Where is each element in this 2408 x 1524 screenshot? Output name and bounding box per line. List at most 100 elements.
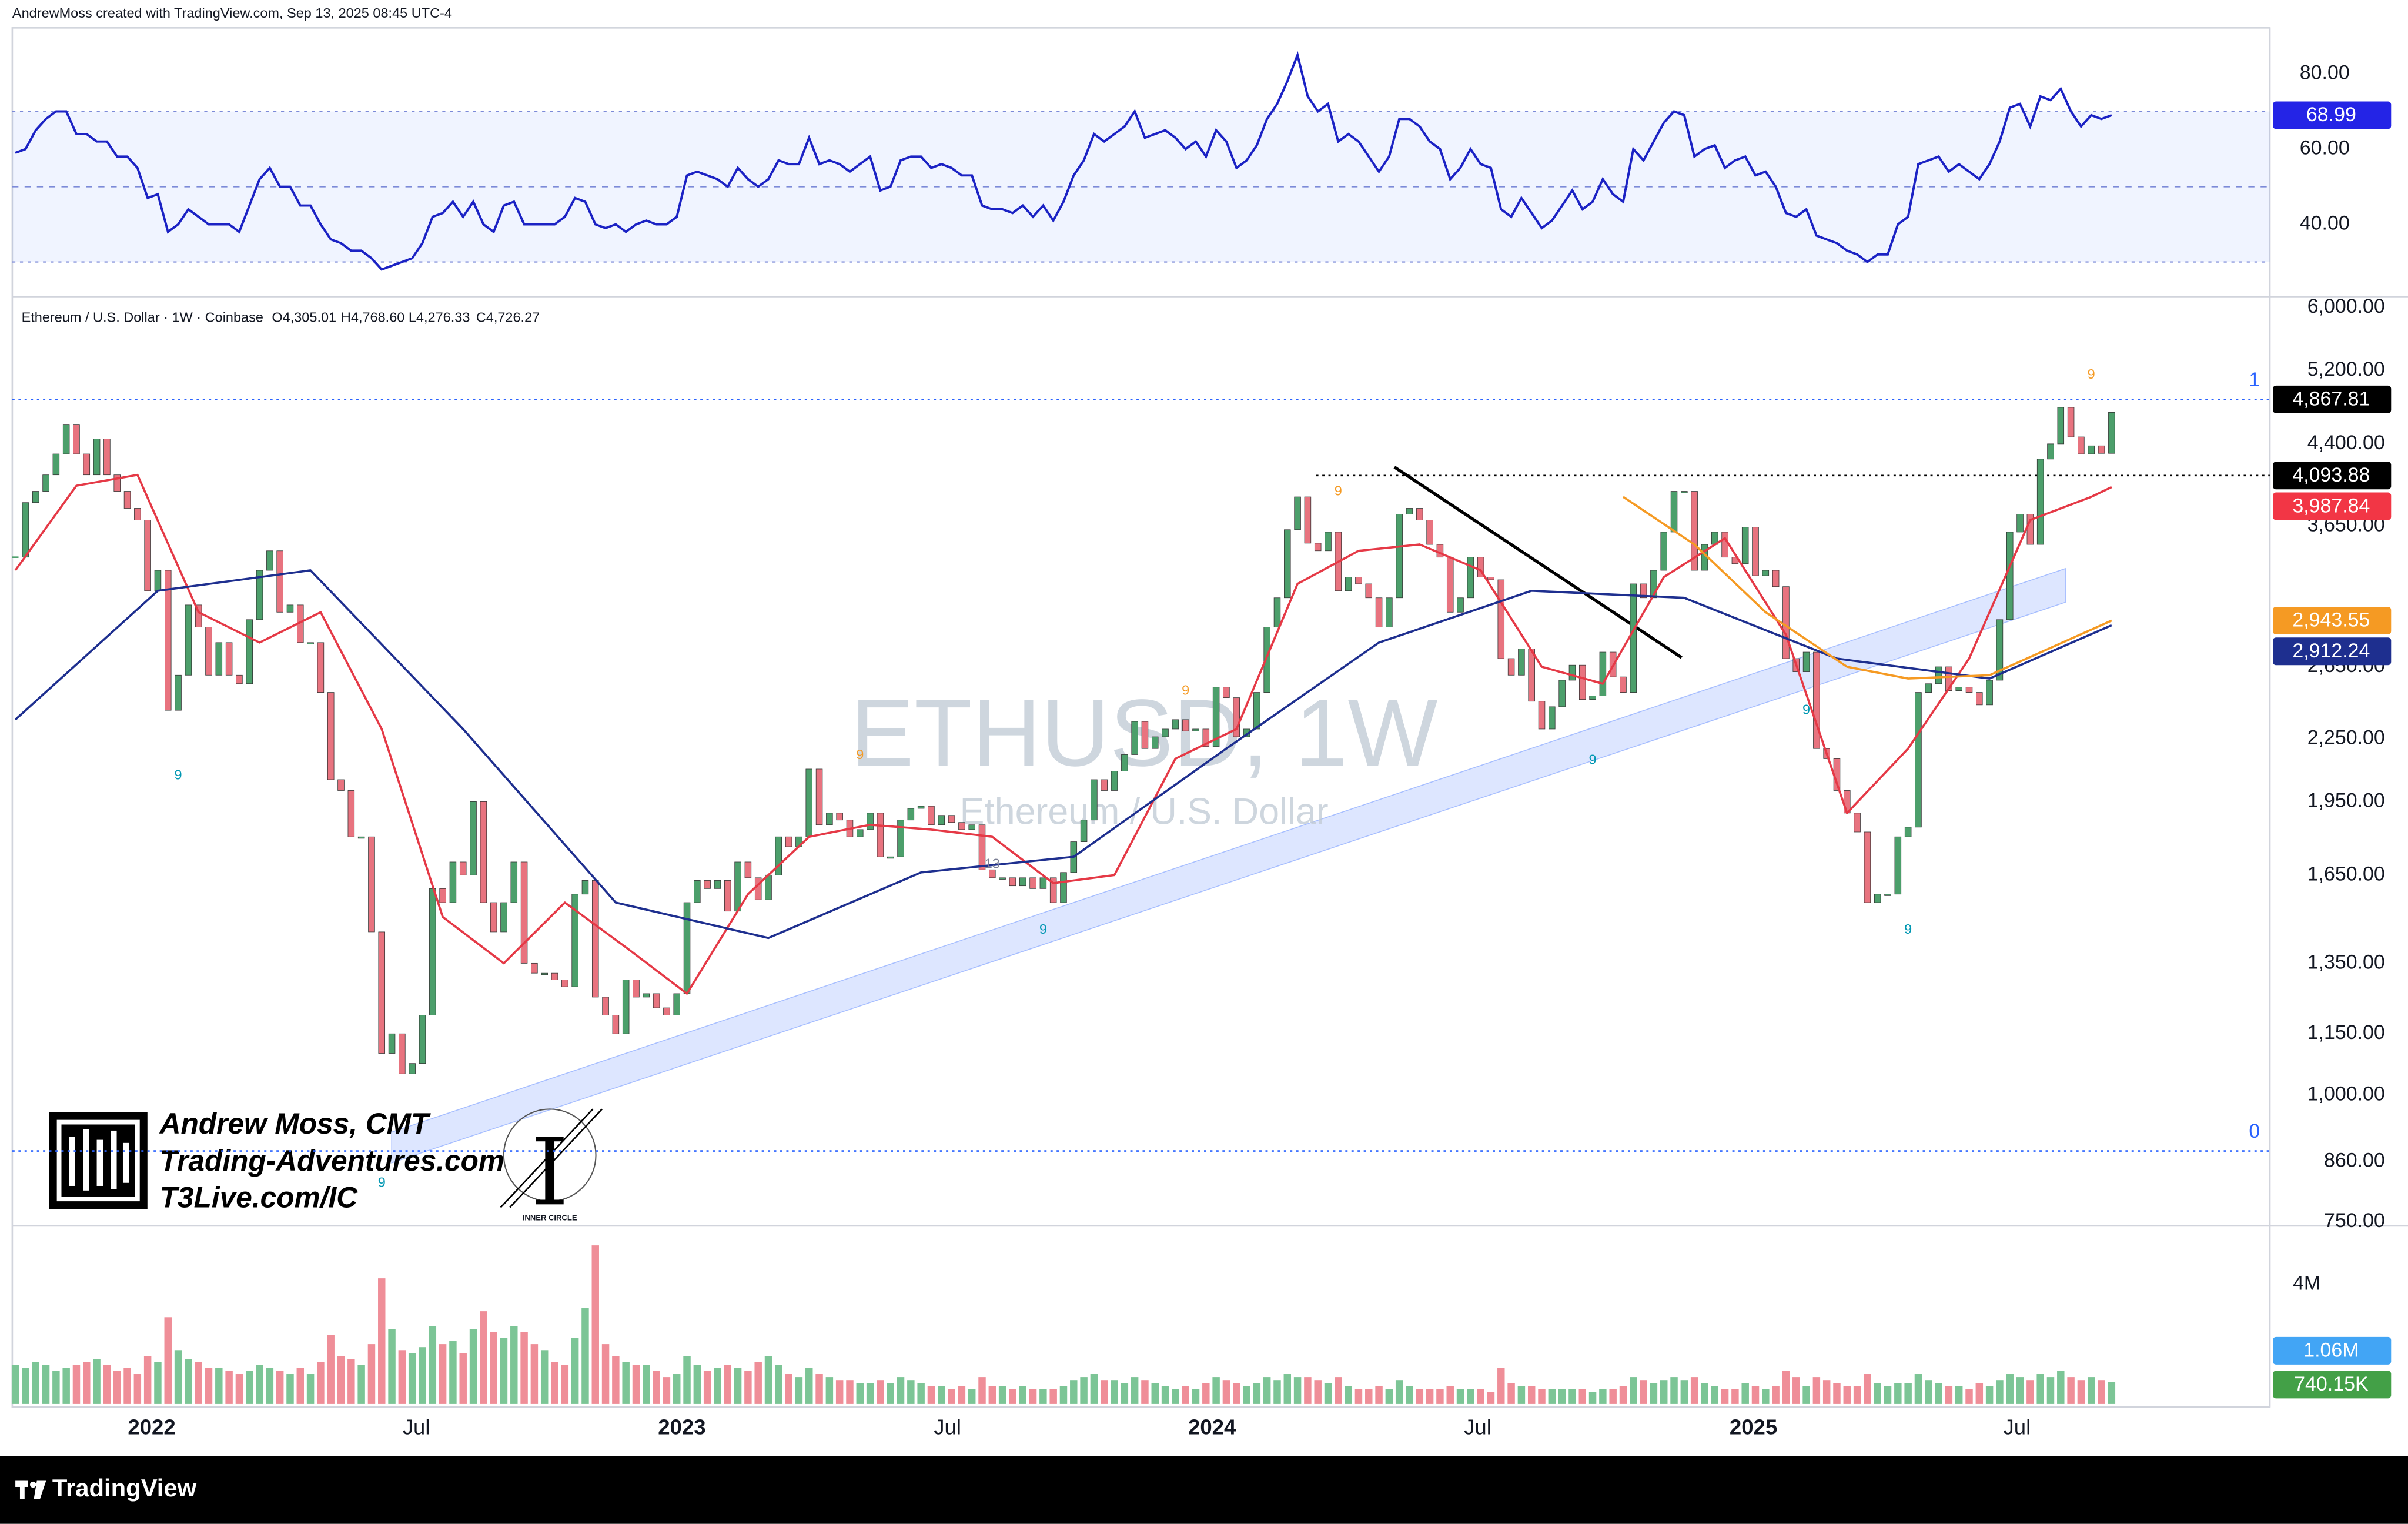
volume-tick-label: 4M (2293, 1272, 2320, 1294)
volume-bar (1100, 1380, 1108, 1404)
candle (62, 424, 70, 454)
volume-bar (1853, 1386, 1861, 1404)
candle (775, 836, 782, 875)
volume-bar (2098, 1380, 2105, 1404)
candle (602, 997, 609, 1015)
volume-bar (1009, 1389, 1016, 1404)
volume-value-label: 740.15K (2294, 1373, 2369, 1395)
price-value-label: 2,912.24 (2292, 640, 2370, 662)
price-tick-label: 4,400.00 (2307, 432, 2385, 454)
volume-bar (551, 1362, 558, 1404)
price-value-label: 3,987.84 (2292, 494, 2370, 517)
x-tick-label: 2023 (658, 1415, 705, 1439)
volume-bar (1436, 1389, 1444, 1404)
td-marker: 9 (2088, 366, 2095, 382)
x-tick-label: 2024 (1188, 1415, 1236, 1439)
volume-bar (225, 1371, 233, 1404)
volume-bar (520, 1332, 528, 1404)
volume-bar (938, 1386, 945, 1404)
price-tick-label: 1,150.00 (2307, 1021, 2385, 1044)
candle (449, 861, 457, 903)
candle (185, 604, 192, 676)
volume-bar (500, 1338, 508, 1404)
volume-bar (877, 1380, 884, 1404)
price-tick-label: 2,250.00 (2307, 726, 2385, 748)
volume-bar (1558, 1389, 1566, 1404)
volume-bar (1335, 1377, 1342, 1404)
candle (175, 674, 182, 711)
volume-bar (1731, 1389, 1739, 1404)
volume-bar (154, 1362, 162, 1404)
volume-bar (1812, 1377, 1821, 1404)
candle (307, 642, 314, 644)
volume-bar (1029, 1389, 1037, 1404)
volume-bar (907, 1380, 915, 1404)
candle (1578, 664, 1586, 700)
candle (1273, 597, 1281, 628)
volume-bar (2108, 1382, 2116, 1404)
volume-bar (540, 1350, 549, 1404)
td-marker: 13 (985, 856, 1000, 871)
candle (1426, 520, 1433, 545)
candle (826, 813, 833, 825)
candle (1457, 597, 1464, 613)
candle (1202, 728, 1210, 747)
candle (591, 880, 599, 998)
candle (1467, 557, 1474, 599)
footer-logo (15, 1480, 46, 1499)
candle (459, 861, 467, 875)
volume-bar (459, 1353, 467, 1404)
price-tick-label: 750.00 (2324, 1209, 2385, 1232)
candle (1172, 719, 1179, 730)
volume-bar (744, 1371, 752, 1404)
volume-bar (1864, 1374, 1871, 1404)
volume-bar (1741, 1383, 1749, 1404)
volume-bar (1202, 1383, 1210, 1404)
volume-bar (1925, 1380, 1932, 1404)
x-tick-label: Jul (2003, 1415, 2031, 1439)
volume-bar (754, 1362, 762, 1404)
volume-bar (1792, 1377, 1800, 1404)
candle (1650, 570, 1657, 599)
price-value-label-box (2273, 606, 2392, 634)
candle (643, 993, 650, 998)
volume-bar (1680, 1380, 1688, 1404)
price-tick-label: 1,650.00 (2307, 863, 2385, 885)
volume-bar (988, 1386, 996, 1404)
volume-bar (1894, 1383, 1902, 1404)
volume-bar (1904, 1383, 1912, 1404)
volume-bar (1527, 1386, 1536, 1404)
candle (1691, 491, 1698, 571)
volume-bar (185, 1359, 192, 1404)
volume-bar (408, 1353, 416, 1404)
volume-bar (530, 1344, 539, 1404)
volume-bar (1090, 1374, 1098, 1404)
volume-bar (1762, 1389, 1770, 1404)
candle (286, 604, 294, 613)
candle (1060, 872, 1067, 903)
candle (1986, 680, 1993, 706)
volume-bar (1660, 1380, 1668, 1404)
candle (205, 627, 212, 676)
volume-bar (1354, 1389, 1363, 1404)
candle (694, 880, 701, 903)
volume-bar (1955, 1386, 1963, 1404)
candle (724, 880, 731, 912)
candle (378, 931, 386, 1054)
branding-text: T3Live.com/IC (160, 1181, 359, 1214)
volume-bar (1314, 1380, 1322, 1404)
candle (134, 508, 141, 520)
x-tick-label: 2022 (128, 1415, 175, 1439)
volume-bar (256, 1365, 263, 1404)
candle (1396, 514, 1403, 599)
candle (113, 474, 121, 492)
candle (1294, 496, 1301, 530)
volume-bar (2006, 1374, 2014, 1404)
volume-bar (1141, 1380, 1149, 1404)
candle (1446, 557, 1454, 613)
candle (1039, 877, 1047, 889)
candle (1782, 586, 1790, 659)
candle (1325, 532, 1332, 552)
